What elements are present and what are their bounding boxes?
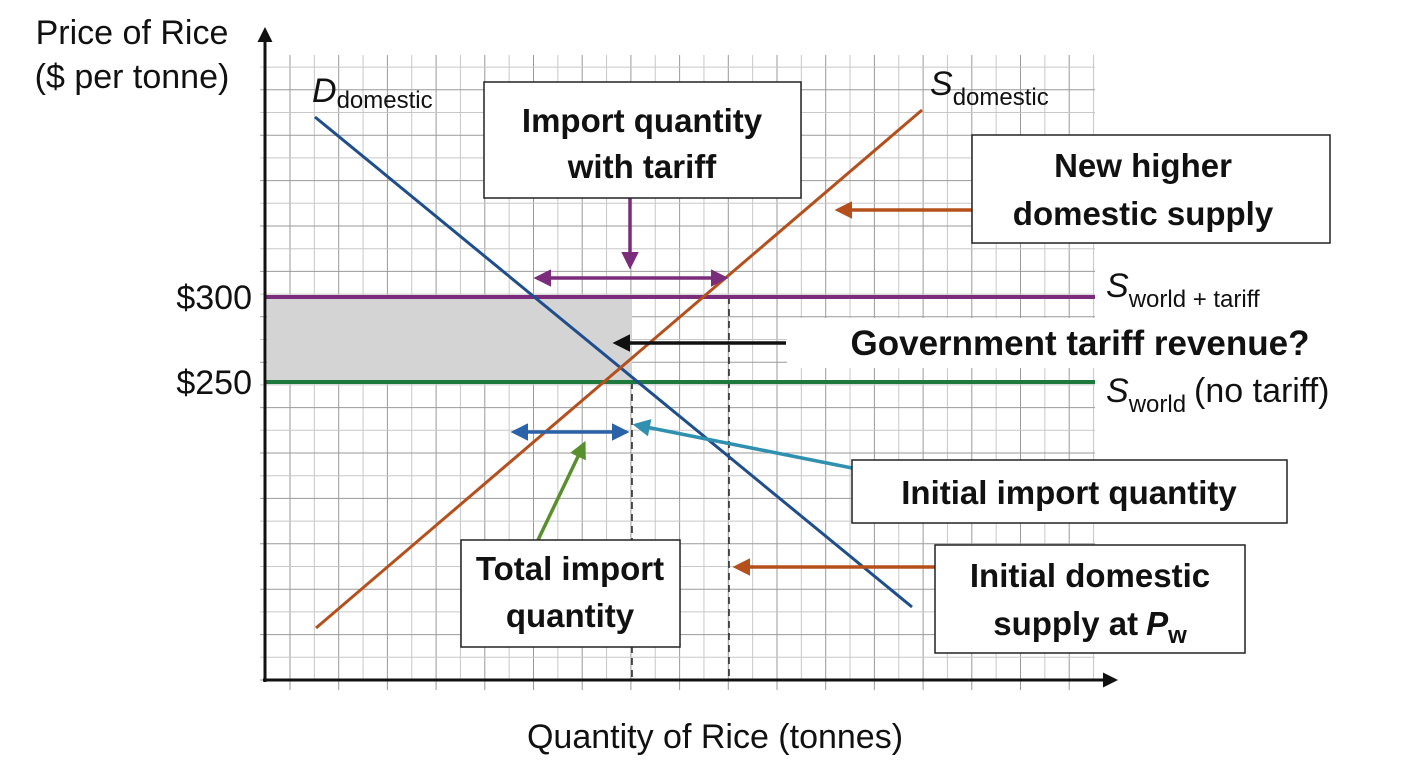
annotation: Total import	[476, 550, 664, 587]
annotation-line: supply at	[993, 605, 1138, 642]
curve-symbol: S	[1106, 372, 1129, 410]
price-label: $300	[176, 279, 252, 317]
curve-subscript: world	[1128, 391, 1186, 418]
curve-suffix: (no tariff)	[1194, 372, 1329, 410]
annotation-box	[934, 544, 1246, 654]
demand-curve	[314, 115, 913, 609]
annotation: Initial domestic	[970, 557, 1210, 594]
supply-curve	[315, 108, 923, 630]
annotation-subscript: w	[1167, 622, 1187, 649]
y-axis-label: Price of Rice	[36, 14, 229, 52]
arrow	[536, 440, 586, 541]
annotation: with tariff	[567, 148, 717, 185]
annotation-box	[460, 539, 681, 648]
annotation: Government tariff revenue?	[851, 324, 1310, 363]
curve-symbol: D	[312, 72, 337, 110]
y-axis-label: ($ per tonne)	[35, 58, 230, 96]
annotation-box	[971, 134, 1331, 244]
annotation-box	[483, 81, 802, 199]
curve-symbol: S	[1106, 267, 1129, 305]
curve-label: Ddomestic	[312, 72, 433, 114]
curve-subscript: domestic	[337, 87, 433, 114]
annotation-symbol: P	[1146, 605, 1169, 642]
annotation-box	[787, 318, 1377, 368]
tariff-revenue-area	[267, 297, 632, 382]
price-label: $250	[176, 364, 252, 402]
curve-subscript: domestic	[953, 84, 1049, 111]
annotation: New higher	[1054, 147, 1232, 184]
curve-symbol: S	[930, 65, 953, 103]
curve-subscript: world + tariff	[1128, 286, 1260, 313]
x-axis-label: Quantity of Rice (tonnes)	[527, 718, 903, 756]
annotation: Initial import quantity	[901, 474, 1237, 511]
annotation: domestic supply	[1013, 195, 1274, 232]
curve-label: Sdomestic	[930, 65, 1049, 111]
annotation: quantity	[506, 597, 635, 634]
annotation: supply at Pw	[993, 605, 1187, 649]
annotation-box	[851, 459, 1288, 524]
curve-label: Sworld + tariff	[1106, 267, 1260, 313]
curve-label: Sworld (no tariff)	[1106, 372, 1329, 418]
arrow	[632, 419, 853, 470]
annotation: Import quantity	[522, 102, 763, 139]
